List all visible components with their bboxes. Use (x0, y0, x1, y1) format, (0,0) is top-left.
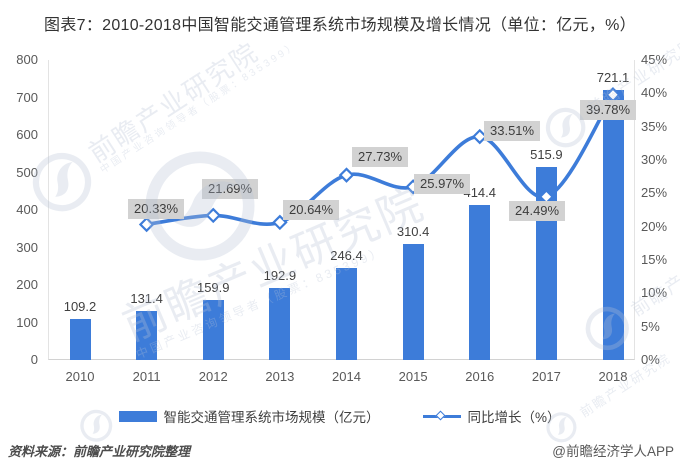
bar-value-label-2017: 515.9 (530, 146, 563, 162)
left-axis-tick: 500 (16, 164, 38, 180)
chart-title: 图表7：2010-2018中国智能交通管理系统市场规模及增长情况（单位：亿元，%… (44, 17, 636, 34)
x-axis-label-2018: 2018 (598, 369, 628, 384)
left-axis-tick: 0 (30, 352, 38, 367)
x-axis-label-2017: 2017 (531, 369, 561, 384)
right-axis-tick: 40% (641, 85, 668, 101)
growth-label-2011: 20.33% (128, 199, 185, 219)
line-legend-swatch (423, 410, 462, 422)
bar-legend-swatch (119, 410, 158, 422)
source-note: 资料来源：前瞻产业研究院整理 (8, 444, 191, 459)
diamond-marker-icon (436, 410, 446, 420)
bar-value-label-2015: 310.4 (396, 223, 430, 239)
bar-2013 (269, 287, 291, 360)
right-axis-tick: 30% (641, 152, 668, 167)
bar-2017 (535, 166, 557, 360)
growth-label-2018: 39.78% (580, 100, 637, 120)
growth-label-2013: 20.64% (283, 200, 340, 220)
right-axis-tick: 5% (641, 318, 660, 334)
left-axis-tick: 600 (16, 127, 38, 142)
legend: 智能交通管理系统市场规模（亿元） 同比增长（%） (0, 406, 680, 426)
right-axis-tick: 35% (641, 118, 668, 134)
bar-2016 (469, 204, 491, 360)
bar-value-label-2010: 109.2 (63, 299, 97, 315)
growth-label-2014: 27.73% (352, 147, 409, 167)
x-axis-label-2016: 2016 (465, 369, 495, 384)
growth-label-2015: 25.97% (414, 174, 471, 194)
left-axis-tick: 300 (16, 239, 38, 255)
left-axis-tick: 100 (16, 314, 38, 330)
bar-2014 (336, 267, 357, 360)
growth-label-2016: 33.51% (484, 121, 541, 141)
growth-label-2017: 24.49% (509, 201, 566, 221)
right-axis-tick: 20% (641, 218, 668, 234)
x-axis-label-2013: 2013 (265, 369, 295, 384)
growth-label-2012: 21.69% (202, 179, 259, 199)
x-axis-label-2010: 2010 (65, 369, 95, 384)
bar-2012 (202, 300, 224, 360)
x-axis-label-2011: 2011 (132, 369, 161, 384)
watermark-text: 前瞻产业研究院 (627, 226, 680, 320)
bar-value-label-2011: 131.4 (130, 290, 163, 306)
right-axis-tick: 10% (641, 285, 668, 301)
right-axis-tick: 45% (641, 52, 668, 67)
x-axis-label-2014: 2014 (332, 369, 361, 384)
left-axis-tick: 200 (16, 277, 38, 292)
legend-label-growth: 同比增长（%） (467, 410, 561, 425)
bar-value-label-2012: 159.9 (196, 280, 230, 296)
brand-credit: @前瞻经济学人APP (552, 444, 674, 459)
bar-value-label-2018: 721.1 (596, 69, 630, 85)
legend-label-market-size: 智能交通管理系统市场规模（亿元） (163, 410, 380, 425)
bar-2011 (136, 310, 158, 360)
legend-item-growth: 同比增长（%） (423, 406, 561, 426)
left-axis-tick: 700 (16, 89, 38, 105)
right-axis-tick: 15% (641, 252, 668, 267)
left-axis-tick: 800 (16, 52, 38, 67)
bar-2010 (69, 319, 91, 360)
x-axis-label-2015: 2015 (398, 369, 428, 384)
x-axis-label-2012: 2012 (198, 369, 228, 384)
right-axis-tick: 25% (641, 185, 668, 201)
bar-value-label-2013: 192.9 (263, 267, 297, 283)
bar-2018 (602, 89, 624, 360)
legend-item-market-size: 智能交通管理系统市场规模（亿元） (119, 406, 379, 426)
bar-2015 (402, 243, 424, 360)
right-axis-tick: 0% (641, 352, 660, 367)
watermark-name: 前瞻产业研究院 (627, 226, 680, 320)
bar-value-label-2014: 246.4 (330, 247, 363, 263)
left-axis-tick: 400 (16, 202, 38, 217)
